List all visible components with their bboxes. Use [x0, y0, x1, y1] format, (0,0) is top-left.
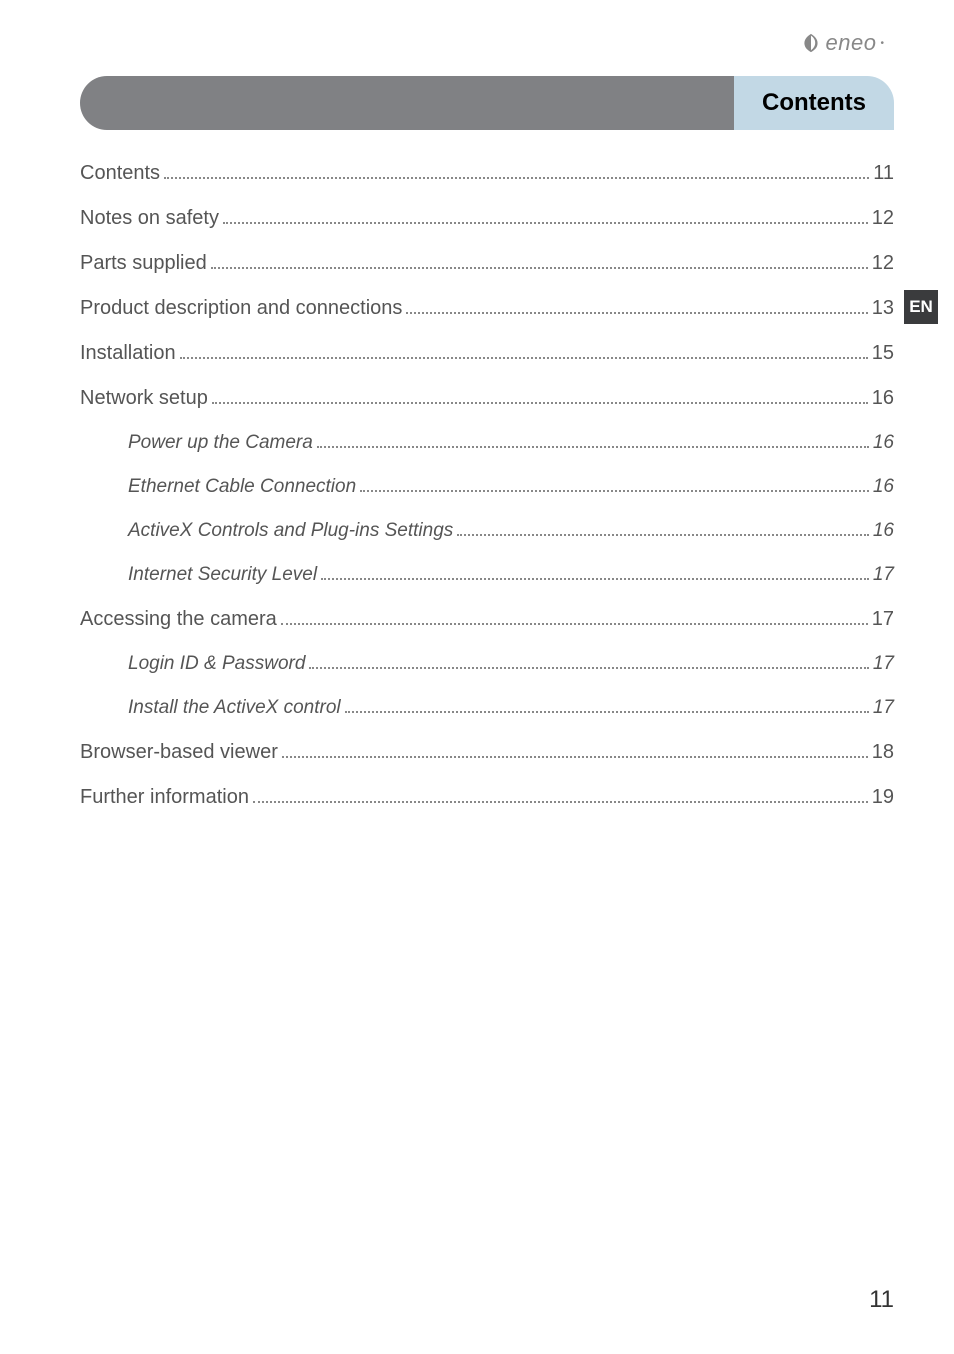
- toc-label: Power up the Camera: [128, 432, 313, 454]
- leaf-icon: [800, 32, 822, 54]
- logo-area: eneo •: [80, 30, 894, 56]
- toc-label: Installation: [80, 342, 176, 365]
- toc-leader-dots: [309, 667, 868, 669]
- toc-row: Login ID & Password 17: [80, 653, 894, 675]
- toc-page-number: 17: [873, 564, 894, 586]
- toc-page-number: 13: [872, 297, 894, 320]
- page-title: Contents: [762, 89, 866, 117]
- toc-page-number: 12: [872, 252, 894, 275]
- toc-leader-dots: [360, 490, 869, 492]
- brand-logo: eneo •: [800, 30, 884, 56]
- toc-leader-dots: [212, 402, 868, 404]
- toc-row: Installation 15: [80, 342, 894, 365]
- header-bar-gray: [80, 76, 790, 130]
- toc-row: Notes on safety 12: [80, 207, 894, 230]
- toc-row: ActiveX Controls and Plug-ins Settings 16: [80, 520, 894, 542]
- toc-row: Network setup 16: [80, 387, 894, 410]
- toc-leader-dots: [345, 711, 869, 713]
- page-container: eneo • Contents Contents 11 Notes on safet…: [0, 0, 954, 1354]
- toc-label: Product description and connections: [80, 297, 402, 320]
- toc-label: Internet Security Level: [128, 564, 317, 586]
- toc-label: Login ID & Password: [128, 653, 305, 675]
- toc-page-number: 17: [873, 697, 894, 719]
- logo-trademark-dot: •: [880, 38, 884, 49]
- toc-row: Power up the Camera 16: [80, 432, 894, 454]
- toc-leader-dots: [406, 312, 867, 314]
- toc-row: Internet Security Level 17: [80, 564, 894, 586]
- toc-label: Browser-based viewer: [80, 741, 278, 764]
- toc-leader-dots: [282, 756, 868, 758]
- toc-label: Notes on safety: [80, 207, 219, 230]
- header-bar: Contents: [80, 76, 894, 130]
- toc-page-number: 16: [873, 432, 894, 454]
- table-of-contents: Contents11Notes on safety12Parts supplie…: [80, 162, 894, 809]
- toc-row: Product description and connections 13: [80, 297, 894, 320]
- toc-page-number: 19: [872, 786, 894, 809]
- header-bar-blue: Contents: [734, 76, 894, 130]
- toc-row: Contents 11: [80, 162, 894, 185]
- toc-label: Further information: [80, 786, 249, 809]
- toc-page-number: 17: [872, 608, 894, 631]
- toc-leader-dots: [164, 177, 869, 179]
- toc-page-number: 11: [873, 162, 894, 185]
- language-tab: EN: [904, 290, 938, 324]
- toc-page-number: 15: [872, 342, 894, 365]
- language-tab-label: EN: [909, 297, 933, 317]
- toc-row: Browser-based viewer 18: [80, 741, 894, 764]
- toc-page-number: 16: [873, 476, 894, 498]
- toc-row: Install the ActiveX control 17: [80, 697, 894, 719]
- toc-label: Ethernet Cable Connection: [128, 476, 356, 498]
- toc-leader-dots: [281, 623, 868, 625]
- toc-leader-dots: [317, 446, 869, 448]
- page-number: 11: [869, 1286, 894, 1314]
- toc-row: Parts supplied 12: [80, 252, 894, 275]
- logo-text: eneo: [826, 30, 877, 56]
- toc-label: Accessing the camera: [80, 608, 277, 631]
- toc-page-number: 16: [873, 520, 894, 542]
- toc-row: Accessing the camera 17: [80, 608, 894, 631]
- toc-page-number: 18: [872, 741, 894, 764]
- toc-label: ActiveX Controls and Plug-ins Settings: [128, 520, 453, 542]
- toc-row: Ethernet Cable Connection 16: [80, 476, 894, 498]
- toc-label: Network setup: [80, 387, 208, 410]
- toc-leader-dots: [253, 801, 868, 803]
- toc-label: Install the ActiveX control: [128, 697, 341, 719]
- toc-leader-dots: [180, 357, 868, 359]
- toc-page-number: 16: [872, 387, 894, 410]
- toc-page-number: 17: [873, 653, 894, 675]
- toc-leader-dots: [457, 534, 869, 536]
- toc-leader-dots: [223, 222, 868, 224]
- toc-row: Further information 19: [80, 786, 894, 809]
- toc-label: Contents: [80, 162, 160, 185]
- toc-label: Parts supplied: [80, 252, 207, 275]
- toc-page-number: 12: [872, 207, 894, 230]
- toc-leader-dots: [211, 267, 868, 269]
- toc-leader-dots: [321, 578, 869, 580]
